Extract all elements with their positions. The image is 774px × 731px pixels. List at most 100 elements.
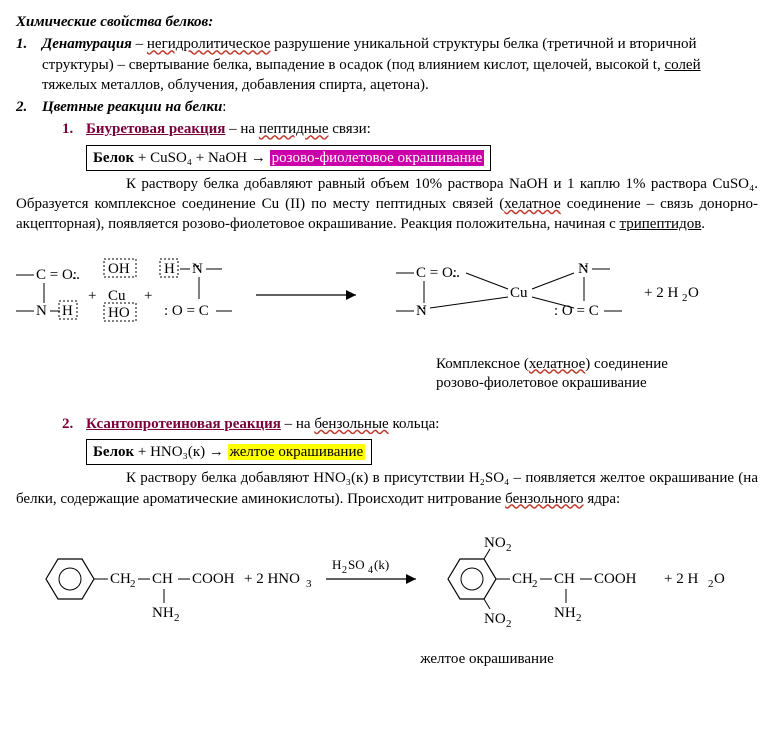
svg-text:2: 2 — [342, 565, 347, 576]
eq-1-mid: + CuSO₄ + NaOH → — [134, 150, 269, 166]
wavy-benzene: бензольные — [314, 416, 388, 432]
wavy-nehydro: негидролитическое — [147, 36, 271, 52]
item-1-text2: тяжелых металлов, облучения, добавления … — [42, 77, 429, 93]
ul-solei: солей — [664, 57, 700, 73]
svg-text:+ 2 HNO: + 2 HNO — [244, 571, 300, 587]
complex-2: ) соединение — [585, 356, 668, 372]
sub-1-tail: связи: — [329, 121, 371, 137]
svg-text:..: .. — [418, 296, 426, 313]
sub-2-tail: кольца: — [389, 416, 440, 432]
complex-1: Комплексное ( — [436, 356, 529, 372]
svg-text:C = O:: C = O: — [36, 267, 77, 283]
svg-text:..: .. — [452, 264, 460, 281]
svg-text:H: H — [62, 303, 73, 319]
eq-1-highlight: розово-фиолетовое окрашивание — [270, 150, 485, 166]
item-1: 1. Денатурация – негидролитическое разру… — [16, 34, 758, 95]
svg-text:C = O:: C = O: — [416, 265, 457, 281]
item-1-num: 1. — [16, 34, 42, 95]
para-1: К раствору белка добавляют равный объем … — [16, 174, 758, 235]
svg-text:: O = C: : O = C — [164, 303, 209, 319]
svg-text:Cu: Cu — [510, 285, 528, 301]
svg-text:3: 3 — [306, 578, 312, 590]
svg-text:CH: CH — [554, 571, 575, 587]
svg-text:(k): (k) — [374, 557, 389, 572]
svg-text:..: .. — [192, 254, 200, 271]
svg-text:COOH: COOH — [594, 571, 637, 587]
svg-text:2: 2 — [682, 292, 688, 304]
sub-2-dash: – на — [281, 416, 314, 432]
page-title: Химические свойства белков: — [16, 12, 758, 32]
sub-1: 1. Биуретовая реакция – на пептидные свя… — [62, 119, 758, 139]
wavy-benzene-core: бензольного — [505, 491, 583, 507]
eq-1-wrap: Белок + CuSO₄ + NaOH → розово-фиолетовое… — [16, 142, 758, 174]
eq-2-box: Белок + HNO₃(к) → желтое окрашивание — [86, 439, 372, 465]
biuret-name: Биуретовая реакция — [86, 121, 225, 137]
svg-text:2: 2 — [708, 578, 714, 590]
sub-1-body: Биуретовая реакция – на пептидные связи: — [86, 119, 758, 139]
svg-text:NH: NH — [152, 605, 174, 621]
complex-wavy: хелатное — [529, 356, 585, 372]
eq-1-bold: Белок — [93, 150, 134, 166]
svg-text:..: .. — [72, 266, 80, 283]
sub-2-num: 2. — [62, 414, 86, 434]
svg-text:2: 2 — [506, 618, 512, 630]
para-2c: ядра: — [584, 491, 621, 507]
biuret-reaction-diagram: C = O: .. N H + OH Cu HO + H N .. : O = … — [16, 245, 758, 345]
item-1-body: Денатурация – негидролитическое разрушен… — [42, 34, 758, 95]
eq-2-bold: Белок — [93, 444, 134, 460]
svg-text:O: O — [714, 571, 725, 587]
svg-text:+ 2 H: + 2 H — [664, 571, 698, 587]
eq-1-box: Белок + CuSO₄ + NaOH → розово-фиолетовое… — [86, 145, 491, 171]
complex-3: розово-фиолетовое окрашивание — [436, 375, 647, 391]
item-2-colon: : — [222, 99, 226, 115]
svg-text:H: H — [332, 557, 341, 572]
svg-text:4: 4 — [368, 565, 373, 576]
svg-text:SO: SO — [348, 557, 365, 572]
eq-2-highlight: желтое окрашивание — [228, 444, 366, 460]
svg-text:OH: OH — [108, 261, 130, 277]
complex-label: Комплексное (хелатное) соединение розово… — [436, 355, 758, 394]
svg-text:CH: CH — [152, 571, 173, 587]
para-1e: . — [701, 216, 705, 232]
eq-2-mid: + HNO₃(к) → — [134, 444, 227, 460]
svg-text:NO: NO — [484, 611, 506, 627]
svg-text:Cu: Cu — [108, 288, 126, 304]
svg-text:2: 2 — [506, 542, 512, 554]
svg-text:COOH: COOH — [192, 571, 235, 587]
svg-text:O: O — [688, 285, 699, 301]
sub-2: 2. Ксантопротеиновая реакция – на бензол… — [62, 414, 758, 434]
item-2-body: Цветные реакции на белки: — [42, 97, 758, 117]
svg-text:+: + — [88, 288, 96, 304]
wavy-chelate: хе­латное — [504, 196, 560, 212]
svg-text:2: 2 — [174, 612, 180, 624]
sub-2-body: Ксантопротеиновая реакция – на бензольны… — [86, 414, 758, 434]
svg-text:CH: CH — [110, 571, 131, 587]
para-2a: К раствору белка добавляют HNO₃(к) в при… — [16, 470, 758, 506]
xantho-reaction-diagram: CH 2 CH COOH NH 2 + 2 HNO 3 H 2 SO 4 (k)… — [16, 519, 758, 639]
yellow-label: желтое окрашивание — [216, 649, 758, 669]
item-2: 2. Цветные реакции на белки: — [16, 97, 758, 117]
term-color-reactions: Цветные реакции на белки — [42, 99, 222, 115]
svg-text:2: 2 — [532, 578, 538, 590]
xantho-name: Ксантопротеиновая реакция — [86, 416, 281, 432]
svg-text:CH: CH — [512, 571, 533, 587]
svg-text:..: .. — [580, 254, 588, 271]
svg-text:NO: NO — [484, 535, 506, 551]
svg-text:N: N — [36, 303, 47, 319]
svg-text:2: 2 — [130, 578, 136, 590]
wavy-peptide: пептидные — [259, 121, 329, 137]
svg-text:H: H — [164, 261, 175, 277]
svg-text:2: 2 — [576, 612, 582, 624]
sub-1-num: 1. — [62, 119, 86, 139]
ul-tripeptide: трипептидов — [620, 216, 702, 232]
svg-text:HO: HO — [108, 305, 130, 321]
item-2-num: 2. — [16, 97, 42, 117]
para-2: К раствору белка добавляют HNO₃(к) в при… — [16, 468, 758, 509]
item-1-dash: – — [132, 36, 147, 52]
svg-text:NH: NH — [554, 605, 576, 621]
svg-text:+: + — [144, 288, 152, 304]
term-denaturation: Денатурация — [42, 36, 132, 52]
sub-1-dash: – на — [225, 121, 258, 137]
svg-text:+ 2 H: + 2 H — [644, 285, 678, 301]
eq-2-wrap: Белок + HNO₃(к) → желтое окрашивание — [16, 436, 758, 468]
